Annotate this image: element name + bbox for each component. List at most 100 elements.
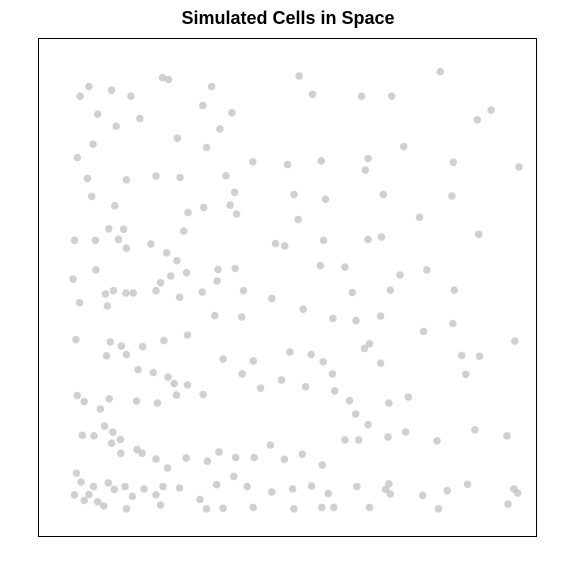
data-point (294, 215, 302, 224)
data-point (268, 488, 276, 496)
data-point (216, 125, 224, 133)
data-point (443, 486, 452, 495)
data-point (109, 428, 117, 436)
data-point (173, 256, 181, 265)
data-point (101, 290, 110, 298)
data-point (111, 201, 119, 210)
data-point (364, 235, 372, 244)
data-point (423, 266, 431, 274)
data-point (196, 495, 204, 504)
data-point (376, 359, 385, 368)
data-point (385, 399, 393, 407)
data-point (290, 505, 298, 513)
data-point (78, 431, 87, 440)
data-point (299, 305, 308, 314)
data-point (109, 286, 118, 295)
data-point (119, 225, 128, 234)
data-point (176, 173, 184, 182)
data-point (211, 311, 219, 320)
data-point (85, 490, 93, 499)
data-point (317, 157, 326, 165)
data-point (250, 453, 258, 462)
data-point (434, 505, 443, 513)
data-point (207, 82, 216, 91)
data-point (93, 110, 102, 118)
data-point (83, 174, 92, 183)
data-point (462, 370, 470, 379)
data-point (149, 368, 157, 377)
data-point (238, 370, 246, 378)
data-point (249, 503, 257, 512)
data-point (198, 288, 207, 296)
data-point (341, 263, 349, 271)
data-point (160, 336, 168, 345)
data-point (231, 264, 239, 273)
data-point (324, 489, 333, 498)
data-point (87, 192, 96, 201)
data-point (318, 461, 327, 469)
data-point (116, 435, 125, 444)
data-point (73, 153, 82, 162)
data-point (226, 201, 234, 209)
data-point (386, 490, 395, 498)
data-point (351, 410, 360, 418)
data-point (515, 163, 523, 171)
data-point (376, 312, 385, 320)
data-point (360, 344, 369, 353)
data-point (164, 75, 173, 84)
data-point (249, 357, 257, 365)
data-point (268, 294, 276, 303)
data-point (153, 399, 162, 407)
data-point (228, 109, 236, 117)
data-point (214, 265, 222, 274)
data-point (96, 405, 105, 413)
data-point (475, 352, 484, 361)
data-point (436, 67, 445, 76)
data-point (232, 210, 241, 218)
data-point (266, 441, 275, 449)
data-point (307, 482, 316, 490)
data-point (175, 293, 184, 302)
data-point (290, 190, 298, 199)
data-point (301, 383, 310, 391)
data-point (202, 505, 211, 513)
data-point (222, 171, 230, 180)
data-point (271, 239, 280, 248)
data-point (463, 480, 472, 489)
data-point (449, 319, 457, 328)
data-point (80, 496, 88, 505)
data-point (69, 275, 77, 283)
data-point (352, 316, 360, 325)
data-point (328, 370, 337, 378)
data-point (341, 436, 349, 444)
data-point (175, 484, 184, 492)
data-point (104, 479, 113, 487)
data-point (308, 90, 317, 99)
data-point (280, 242, 289, 250)
data-point (345, 396, 354, 405)
data-point (230, 472, 238, 481)
data-point (110, 485, 119, 494)
data-point (280, 455, 289, 464)
data-point (70, 236, 79, 245)
data-point (230, 188, 239, 197)
data-point (387, 92, 396, 100)
data-point (89, 482, 98, 491)
data-point (355, 436, 363, 444)
data-point (70, 491, 79, 499)
data-point (122, 350, 131, 359)
data-point (183, 331, 192, 339)
data-point (321, 195, 330, 203)
data-point (75, 298, 84, 307)
data-point (114, 235, 123, 244)
data-point (77, 478, 85, 486)
data-point (288, 485, 297, 493)
data-point (122, 289, 130, 297)
data-point (128, 492, 137, 501)
data-point (72, 469, 81, 478)
data-point (448, 192, 456, 200)
data-point (93, 498, 102, 506)
data-point (295, 72, 303, 80)
data-point (457, 351, 466, 360)
